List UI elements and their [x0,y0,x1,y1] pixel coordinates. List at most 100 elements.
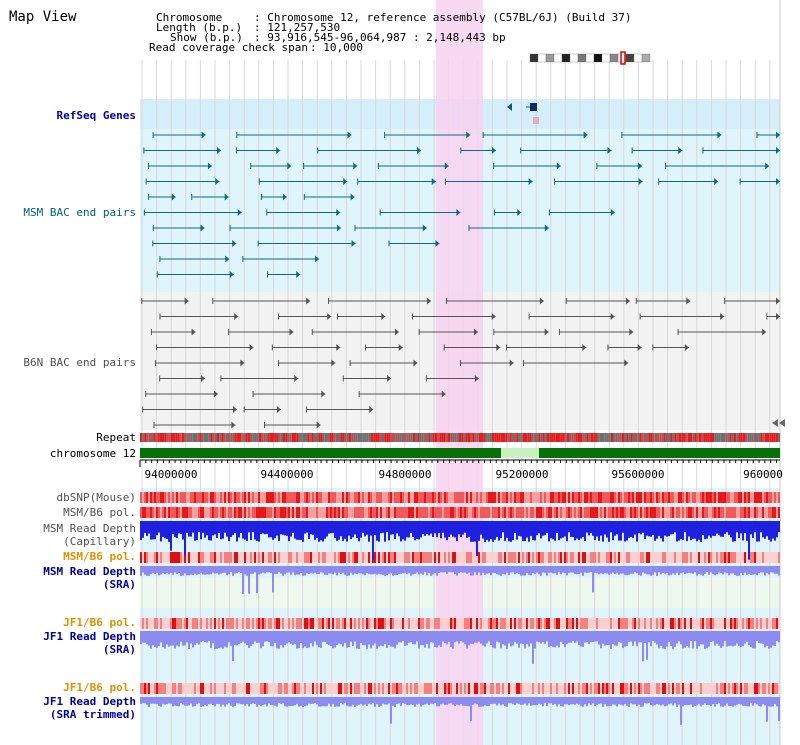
track-label-msm-bac[interactable]: MSM BAC end pairs [23,206,136,219]
read-depth-bar [442,521,444,533]
snp-density-cell [540,507,542,518]
snp-density-cell [296,683,298,694]
snp-density-cell [574,492,576,503]
snp-density-cell [214,552,216,563]
read-depth-bar [510,521,512,542]
read-depth-bar [598,521,600,541]
snp-density-cell [740,507,742,518]
snp-density-cell [716,552,718,563]
snp-density-cell [766,552,768,563]
read-depth-bar [380,631,382,646]
read-depth-bar [310,631,312,644]
repeat-segment [206,433,209,442]
snp-density-cell [212,492,214,503]
read-depth-bar [452,631,454,649]
snp-density-cell [650,552,652,563]
bac-pair-arrow [207,162,212,170]
read-depth-bar [398,566,400,575]
read-depth-bar [464,697,466,706]
read-depth-bar [266,631,268,642]
snp-density-cell [676,683,678,694]
repeat-segment [256,433,259,442]
snp-density-cell [486,492,488,503]
read-depth-bar [206,566,208,575]
read-depth-bar [546,566,548,576]
read-depth-bar [572,521,574,538]
snp-density-cell [372,492,374,503]
read-depth-bar [728,631,730,646]
snp-density-cell [572,683,574,694]
snp-density-cell [658,618,660,629]
snp-density-cell [176,492,178,503]
bac-pair-arrow [213,390,218,398]
read-depth-bar [392,566,394,576]
snp-density-cell [274,683,276,694]
read-depth-bar [324,631,326,642]
read-depth-bar [546,697,548,706]
snp-density-cell [144,507,146,518]
snp-density-cell [164,507,166,518]
snp-density-cell [422,552,424,563]
read-depth-bar [170,566,172,573]
snp-density-cell [354,507,356,518]
read-depth-bar [282,697,284,704]
read-depth-bar [514,566,516,575]
snp-density-cell [306,552,308,563]
bac-pair-arrow [276,147,281,154]
snp-density-cell [660,492,662,503]
read-depth-bar [638,631,640,643]
read-depth-bar [568,697,570,706]
snp-density-cell [206,618,208,629]
snp-density-cell [302,552,304,563]
snp-density-cell [692,618,694,629]
snp-density-cell [702,492,704,503]
read-depth-bar [300,521,302,541]
read-depth-bar [186,631,188,643]
snp-density-cell [398,683,400,694]
snp-density-cell [288,683,290,694]
snp-density-cell [220,618,222,629]
snp-density-cell [282,683,284,694]
snp-density-cell [446,492,448,503]
track-label-refseq[interactable]: RefSeq Genes [56,109,136,122]
snp-density-cell [606,492,608,503]
snp-density-cell [386,492,388,503]
snp-density-cell [598,618,600,629]
read-depth-bar [658,521,660,536]
bac-pair-arrow [427,297,432,305]
snp-density-cell [752,683,754,694]
read-depth-bar [448,521,450,537]
read-depth-bar [482,566,484,573]
read-depth-bar [680,521,682,539]
snp-density-cell [172,552,174,563]
snp-density-cell [454,618,456,629]
read-depth-bar [452,566,454,573]
read-depth-bar [396,566,398,576]
snp-density-cell [364,618,366,629]
read-depth-bar [468,631,470,646]
snp-density-cell [736,683,738,694]
snp-density-cell [694,507,696,518]
snp-density-cell [152,492,154,503]
snp-density-cell [728,618,730,629]
read-depth-bar [674,697,676,704]
repeat-segment [346,433,349,442]
track-label-b6n-bac[interactable]: B6N BAC end pairs [23,356,136,369]
snp-density-cell [350,507,352,518]
snp-density-cell [384,552,386,563]
snp-density-cell [706,492,708,503]
snp-density-cell [730,507,732,518]
read-depth-bar [512,566,514,573]
snp-density-cell [440,507,442,518]
read-depth-bar [514,631,516,642]
read-depth-bar [728,697,730,707]
snp-density-cell [298,492,300,503]
read-depth-bar [624,521,626,542]
snp-density-cell [466,552,468,563]
bac-pair-arrow [215,178,220,185]
read-depth-bar [662,521,664,542]
snp-density-cell [606,618,608,629]
repeat-segment [168,433,171,442]
snp-density-cell [568,507,570,518]
